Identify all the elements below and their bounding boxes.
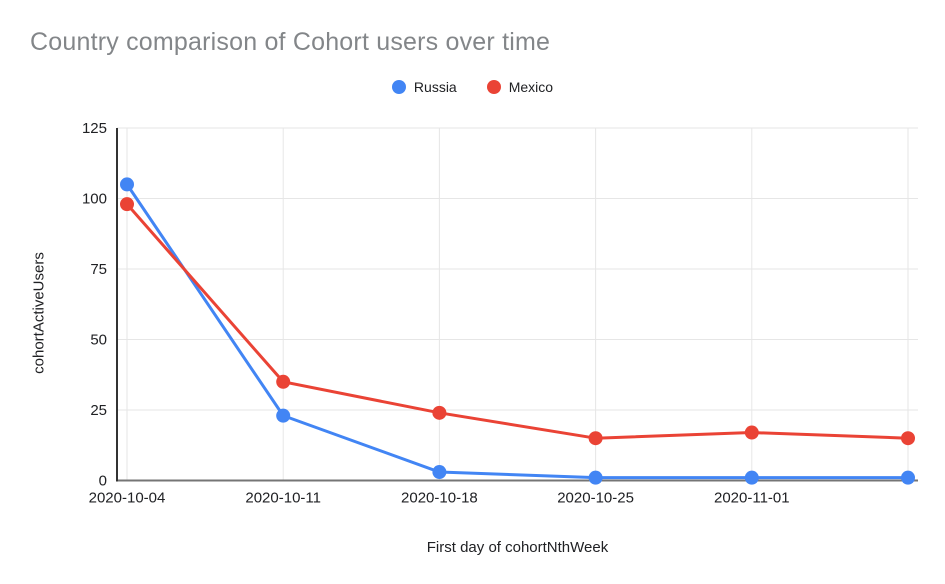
y-tick-label: 25: [90, 402, 107, 419]
data-point-mexico[interactable]: [588, 431, 603, 446]
data-point-mexico[interactable]: [432, 405, 447, 420]
series-line-russia: [125, 182, 910, 480]
data-point-mexico[interactable]: [276, 374, 291, 389]
y-tick-label: 0: [99, 473, 107, 490]
data-point-russia[interactable]: [588, 470, 603, 485]
data-point-russia[interactable]: [901, 470, 915, 485]
data-point-mexico[interactable]: [901, 431, 915, 446]
legend-label-mexico: Mexico: [508, 79, 554, 95]
legend: Russia Mexico: [0, 77, 945, 97]
legend-item-russia[interactable]: Russia: [391, 79, 457, 95]
y-tick-label: 75: [90, 261, 107, 278]
x-tick-label: 2020-11-01: [714, 490, 790, 507]
legend-label-russia: Russia: [413, 79, 457, 95]
data-point-mexico[interactable]: [744, 425, 759, 440]
y-tick-label: 100: [82, 191, 107, 208]
x-tick-label: 2020-10-25: [557, 490, 634, 507]
series-line-mexico: [125, 202, 910, 440]
y-tick-label: 125: [82, 120, 107, 137]
legend-dot-russia-icon: [391, 80, 406, 94]
x-tick-label: 2020-10-04: [89, 490, 166, 507]
data-point-russia[interactable]: [744, 470, 759, 485]
x-tick-label: 2020-10-11: [245, 490, 321, 507]
data-point-russia[interactable]: [120, 177, 134, 192]
legend-item-mexico[interactable]: Mexico: [486, 79, 554, 95]
legend-dot-mexico-icon: [486, 80, 501, 94]
data-point-russia[interactable]: [432, 465, 447, 480]
data-point-russia[interactable]: [276, 408, 291, 423]
data-point-mexico[interactable]: [120, 197, 134, 212]
chart-title: Country comparison of Cohort users over …: [30, 28, 551, 56]
y-tick-label: 50: [90, 332, 107, 349]
x-tick-label: 2020-10-18: [401, 490, 478, 507]
x-axis-title: First day of cohortNthWeek: [426, 539, 609, 556]
